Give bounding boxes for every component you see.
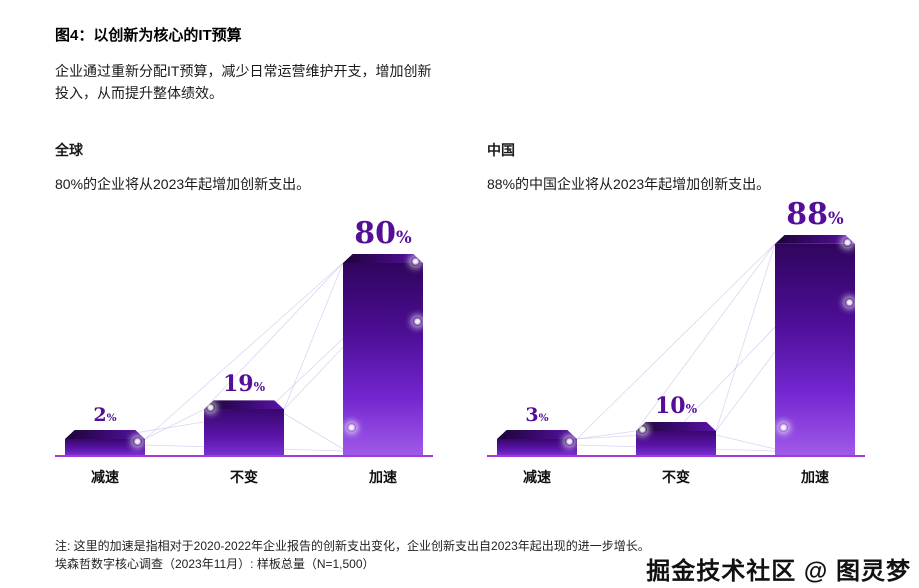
chart-china: 中国 88%的中国企业将从2023年起增加创新支出。 3% 10% 88% 减速 不变… [487,140,865,487]
bar-top-face [343,254,423,263]
category-label: 加速 [801,469,829,485]
bar-value-label: 19% [222,371,266,398]
bar [204,400,284,455]
bar-group-加速: 80% [343,219,423,455]
bar-group-不变: 10% [636,395,716,455]
bar-group-不变: 19% [204,373,284,455]
category-label: 减速 [523,469,551,485]
bar-group-减速: 3% [497,406,577,455]
category-labels: 减速 不变 加速 [55,467,433,487]
chart-china-title: 中国 [487,142,515,158]
x-axis-line [55,455,433,457]
watermark: 掘金技术社区 @ 图灵梦 [646,558,911,585]
bar-top-face [636,422,716,431]
bar [636,422,716,455]
bar-value-label: 88% [786,196,844,232]
bar-value-label: 80% [354,216,412,251]
footnote-line-2: 埃森哲数字核心调查（2023年11月）: 样板总量（N=1,500） [55,557,375,571]
category-label: 减速 [91,469,119,485]
description-line-2: 投入，从而提升整体绩效。 [55,85,223,101]
bar-value-label: 3% [525,404,549,426]
category-label: 不变 [230,469,258,485]
bar-top-face [65,430,145,439]
bar [775,234,855,455]
bar-group-加速: 88% [775,196,855,455]
chart-china-plot: 3% 10% 88% [487,196,865,457]
figure-title: 图4：以创新为核心的IT预算 [55,27,242,45]
footnote-line-1: 注: 这里的加速是指相对于2020-2022年企业报告的创新支出变化，企业创新支… [55,539,650,553]
bar-area: 2% 19% 80% [55,200,433,455]
bar [497,430,577,455]
chart-global-title: 全球 [55,142,83,158]
footnotes: 注: 这里的加速是指相对于2020-2022年企业报告的创新支出变化，企业创新支… [55,537,650,573]
description-line-1: 企业通过重新分配IT预算，减少日常运营维护开支，增加创新 [55,63,432,79]
figure-description: 企业通过重新分配IT预算，减少日常运营维护开支，增加创新 投入，从而提升整体绩效… [55,60,431,104]
bar-group-减速: 2% [65,406,145,455]
category-labels: 减速 不变 加速 [487,467,865,487]
bar-area: 3% 10% 88% [487,196,865,455]
bar [343,254,423,455]
chart-global: 全球 80%的企业将从2023年起增加创新支出。 2% 19% 80% 减速 不变 加速 [55,140,433,487]
bar-value-label: 10% [654,393,698,419]
chart-china-subtitle: 88%的中国企业将从2023年起增加创新支出。 [487,176,771,192]
bar-top-face [204,400,284,410]
category-label: 加速 [369,469,397,485]
category-label: 不变 [662,469,690,485]
bar [65,430,145,455]
x-axis-line [487,455,865,457]
chart-global-subtitle: 80%的企业将从2023年起增加创新支出。 [55,176,311,192]
chart-global-plot: 2% 19% 80% [55,200,433,457]
bar-value-label: 2% [93,404,117,426]
charts-row: 全球 80%的企业将从2023年起增加创新支出。 2% 19% 80% 减速 不变 加速… [55,140,865,487]
bar-top-face [497,430,577,439]
bar-top-face [775,234,855,244]
